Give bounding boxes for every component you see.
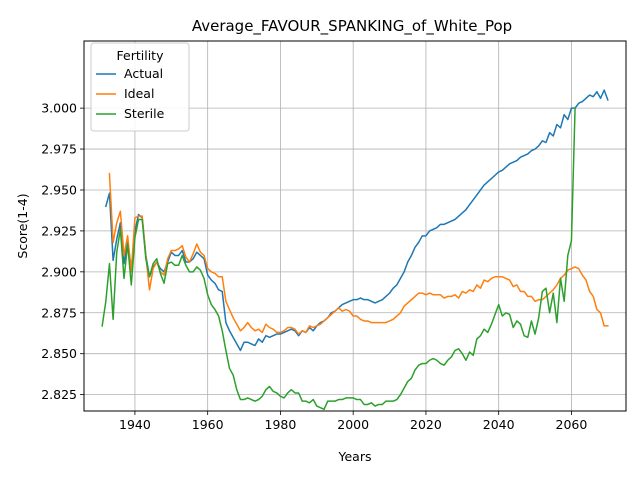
legend-label-ideal: Ideal [124,86,154,101]
y-tick-label: 2.850 [41,346,77,361]
series-line-ideal [108,172,609,335]
y-tick-label: 2.975 [41,142,77,157]
x-tick-label: 2000 [337,417,369,432]
plot-frame [83,40,627,412]
legend-title: Fertility [117,48,165,63]
x-tick-label: 1960 [192,417,224,432]
grid [84,41,626,411]
x-tick-label: 1940 [119,417,151,432]
legend: Fertility Actual Ideal Sterile [90,42,190,132]
y-axis-label: Score(1-4) [15,193,30,258]
y-tick-label: 2.825 [41,387,77,402]
y-axis: 2.825 2.850 2.875 2.900 2.925 2.950 2.975 3.000 [41,101,84,402]
y-tick-label: 3.000 [41,101,77,116]
legend-items: Actual Ideal Sterile [96,66,165,121]
x-tick-label: 1980 [265,417,297,432]
x-axis-label: Years [338,449,372,464]
legend-box [90,42,190,132]
series-line-sterile [101,107,576,411]
chart-title: Average_FAVOUR_SPANKING_of_White_Pop [192,17,512,36]
x-tick-label: 2060 [556,417,588,432]
legend-label-actual: Actual [124,66,163,81]
x-axis: 1940 1960 1980 2000 2020 2040 2060 [119,411,587,432]
series-lines [101,89,609,411]
x-tick-label: 2040 [483,417,515,432]
x-tick-label: 2020 [410,417,442,432]
y-tick-label: 2.875 [41,305,77,320]
y-tick-label: 2.925 [41,223,77,238]
y-tick-label: 2.900 [41,264,77,279]
y-tick-label: 2.950 [41,182,77,197]
legend-label-sterile: Sterile [124,106,165,121]
